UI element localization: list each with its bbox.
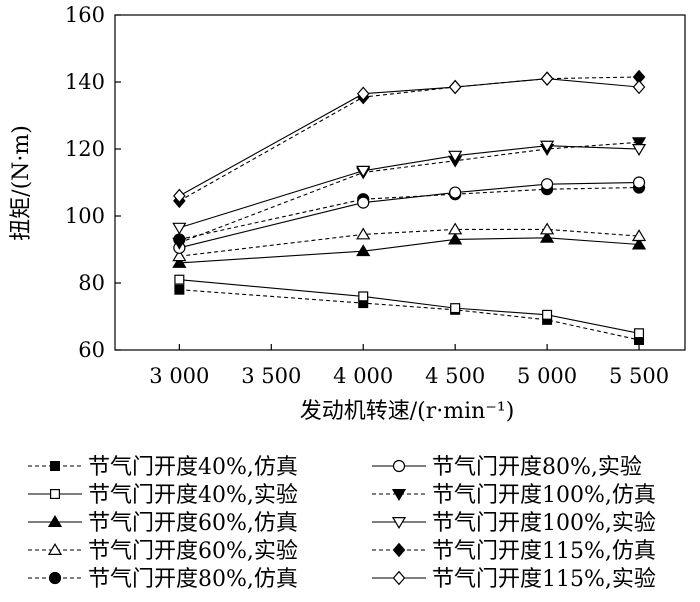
data-point [449,186,462,199]
series-line [179,181,640,249]
data-point [356,165,371,178]
series-5 [173,181,646,246]
series-line [179,289,640,341]
series-8 [172,140,647,235]
y-axis-label: 扭矩/(N·m) [9,125,34,241]
data-point [634,328,645,339]
data-point [539,222,555,235]
data-point [448,232,463,245]
data-point [172,249,187,262]
legend-label: 节气门开度60%,仿真 [88,511,298,536]
legend-marker [47,543,63,556]
legend-marker [49,461,60,472]
series-9 [173,69,646,209]
legend-label: 节气门开度115%,仿真 [432,539,656,564]
x-tick-label: 4 500 [425,364,485,388]
data-point [539,230,555,243]
legend-marker [48,571,62,585]
series-2 [174,274,645,339]
data-point [448,150,463,163]
data-point [632,79,646,95]
data-point [632,176,646,189]
data-point [448,222,463,235]
series-4 [172,222,647,262]
legend-marker [392,459,406,473]
legend-item: 节气门开度100%,实验 [372,511,656,536]
legend-label: 节气门开度40%,仿真 [88,455,298,480]
legend-label: 节气门开度100%,实验 [432,511,656,536]
data-point [631,137,647,150]
series-3 [172,230,647,268]
legend-item: 节气门开度80%,仿真 [28,567,298,592]
plot-frame [114,14,686,351]
y-tick-label: 100 [65,204,105,228]
data-point [172,222,187,235]
data-point [448,79,462,95]
legend-marker [47,515,63,528]
series-10 [173,71,646,204]
series-line [179,76,640,202]
legend-label: 节气门开度80%,仿真 [88,567,298,592]
series-layer [172,69,647,345]
data-point [450,303,461,314]
legend-item: 节气门开度40%,仿真 [28,455,298,480]
data-point [357,196,370,209]
data-point [540,178,554,191]
legend-item: 节气门开度80%,实验 [372,455,642,480]
legend-marker [392,570,406,586]
legend-label: 节气门开度100%,仿真 [432,483,656,508]
legend-item: 节气门开度100%,仿真 [372,483,656,508]
legend-label: 节气门开度115%,实验 [432,567,656,592]
x-tick-label: 5 000 [517,364,577,388]
y-tick-label: 60 [78,338,105,362]
data-point [539,140,555,153]
legend-marker [49,489,60,500]
data-point [172,237,187,250]
y-tick-label: 120 [65,137,105,161]
legend: 节气门开度40%,仿真节气门开度40%,实验节气门开度60%,仿真节气门开度60… [28,455,656,592]
data-point [631,229,647,242]
series-1 [174,284,645,345]
legend-item: 节气门开度60%,实验 [28,539,298,564]
data-point [356,227,371,240]
legend-label: 节气门开度60%,实验 [88,539,298,564]
data-point [358,291,369,302]
legend-label: 节气门开度40%,实验 [88,483,298,508]
data-point [542,309,553,320]
axes: 60 80 100 120 140 160 3 000 3 500 4 000 4 500 5 00… [65,3,686,388]
data-point [356,244,371,257]
y-tick-label: 160 [65,3,105,27]
data-point [631,237,647,250]
x-tick-label: 4 000 [333,364,393,388]
series-line [179,237,640,264]
legend-item: 节气门开度115%,仿真 [372,539,656,564]
legend-item: 节气门开度40%,实验 [28,483,298,508]
legend-label: 节气门开度80%,实验 [432,455,642,480]
data-point [540,71,554,86]
x-axis-label: 发动机转速/(r·min⁻¹) [300,399,515,424]
data-point [174,274,185,285]
data-point [356,86,370,101]
data-point [172,255,187,268]
legend-item: 节气门开度60%,仿真 [28,511,298,536]
data-point [631,144,647,156]
legend-marker [391,516,407,529]
data-point [174,284,185,295]
x-tick-label: 3 500 [241,364,301,388]
legend-item: 节气门开度115%,实验 [372,567,656,592]
legend-marker [391,489,407,501]
y-tick-label: 80 [78,271,105,295]
x-tick-label: 5 500 [609,364,669,388]
data-point [173,188,186,204]
legend-marker [392,542,406,558]
y-tick-label: 140 [65,70,105,94]
series-line [179,78,640,197]
x-tick-label: 3 000 [149,364,209,388]
series-line [179,228,640,257]
